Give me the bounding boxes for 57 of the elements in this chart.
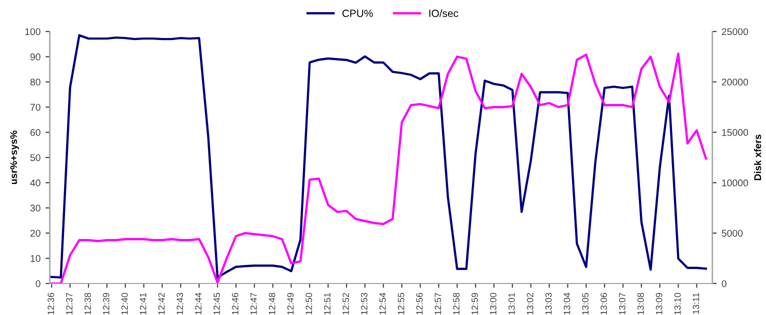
legend-label: IO/sec — [429, 9, 458, 18]
y-tick-label: 20 — [30, 230, 40, 237]
x-tick-label: 13:09 — [656, 292, 662, 314]
x-tick-label: 12:43 — [176, 292, 184, 314]
y-tick-label: 60 — [30, 129, 40, 136]
x-tick-label: 12:54 — [379, 292, 386, 314]
y-tick-label: 0 — [36, 280, 40, 288]
x-tick-label: 13:10 — [674, 292, 681, 314]
x-tick-label: 12:45 — [214, 292, 220, 314]
x-tick-label: 12:46 — [232, 292, 238, 314]
y-tick-label: 80 — [30, 78, 40, 86]
x-tick-label: 13:08 — [637, 292, 644, 314]
y2-tick-label: 0 — [722, 280, 726, 288]
y-tick-label: 40 — [30, 179, 40, 186]
y2-tick-label: 15000 — [722, 129, 748, 136]
x-tick-label: 12:59 — [472, 292, 478, 314]
x-tick-label: 12:47 — [250, 292, 257, 314]
x-tick-label: 13:02 — [526, 292, 534, 314]
x-tick-label: 13:03 — [545, 292, 552, 314]
x-tick-label: 12:58 — [453, 292, 460, 314]
x-tick-label: 12:57 — [434, 292, 442, 314]
x-tick-label: 12:56 — [416, 292, 423, 314]
y-tick-label: 90 — [30, 53, 40, 60]
x-tick-label: 13:01 — [508, 292, 515, 314]
x-tick-label: 12:38 — [84, 292, 91, 314]
y2-tick-label: 25000 — [722, 28, 748, 36]
x-tick-label: 12:39 — [102, 292, 110, 314]
x-tick-label: 13:05 — [582, 292, 589, 314]
x-tick-label: 12:42 — [158, 292, 165, 314]
x-tick-label: 13:06 — [600, 292, 607, 314]
y2-tick-label: 20000 — [722, 78, 748, 86]
y-tick-label: 10 — [30, 255, 40, 262]
y-tick-label: 100 — [25, 28, 40, 36]
x-tick-label: 12:53 — [360, 292, 368, 314]
legend-label: CPU% — [342, 10, 373, 18]
y-tick-label: 70 — [30, 104, 40, 111]
x-tick-label: 12:40 — [121, 292, 128, 314]
x-tick-label: 13:04 — [564, 292, 570, 314]
y2-tick-label: 10000 — [722, 179, 748, 186]
x-tick-label: 12:51 — [324, 292, 331, 314]
x-tick-label: 12:52 — [342, 292, 349, 314]
y2-tick-label: 5000 — [722, 230, 743, 237]
x-tick-label: 13:00 — [490, 292, 496, 314]
x-tick-label: 13:07 — [619, 292, 626, 314]
y-tick-label: 30 — [30, 204, 40, 212]
y2-axis-title: Disk xfers — [754, 134, 762, 180]
y-axis-title: usr%+sys% — [10, 130, 19, 184]
x-tick-label: 12:36 — [48, 292, 54, 314]
x-tick-label: 12:44 — [195, 292, 202, 314]
x-tick-label: 12:50 — [306, 292, 312, 314]
x-tick-label: 12:48 — [268, 292, 276, 314]
x-tick-label: 12:37 — [66, 292, 72, 314]
y-tick-label: 50 — [30, 154, 40, 162]
x-tick-label: 12:55 — [398, 292, 404, 314]
x-tick-label: 12:49 — [287, 292, 294, 314]
x-tick-label: 13:11 — [692, 292, 700, 314]
x-tick-label: 12:41 — [140, 292, 146, 314]
